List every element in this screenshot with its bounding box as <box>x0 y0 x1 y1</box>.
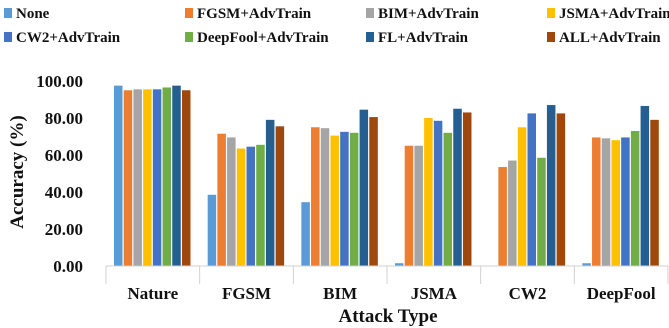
legend-label-1: FGSM+AdvTrain <box>197 6 312 22</box>
bar-jsma-7 <box>462 112 472 266</box>
legend-swatch-5 <box>185 32 193 42</box>
y-tick-label: 20.00 <box>45 220 83 239</box>
bar-fgsm-1 <box>217 133 226 266</box>
legend-swatch-7 <box>547 32 555 42</box>
legend-swatch-6 <box>366 32 374 42</box>
bar-nature-5 <box>162 87 172 266</box>
bar-bim-2 <box>320 128 330 266</box>
legend-label-2: BIM+AdvTrain <box>378 6 479 22</box>
bar-nature-3 <box>143 89 152 266</box>
bar-jsma-0 <box>395 263 404 266</box>
bar-deepfool-7 <box>650 119 659 266</box>
bar-jsma-5 <box>443 132 453 266</box>
bar-nature-7 <box>181 90 191 266</box>
bar-bim-1 <box>311 127 320 266</box>
bar-cw2-5 <box>537 157 546 266</box>
legend-label-5: DeepFool+AdvTrain <box>197 30 329 46</box>
bar-fgsm-6 <box>265 119 275 266</box>
bar-jsma-6 <box>453 108 462 266</box>
bar-jsma-4 <box>433 120 443 266</box>
bar-cw2-3 <box>517 127 527 266</box>
legend-label-0: None <box>16 6 50 22</box>
bar-cw2-4 <box>527 113 537 267</box>
bar-cw2-6 <box>546 105 556 266</box>
y-axis-title: Accuracy (%) <box>7 115 28 228</box>
x-tick-label: Nature <box>127 284 178 303</box>
legend-label-6: FL+AdvTrain <box>378 30 469 46</box>
x-axis-title: Attack Type <box>338 306 437 327</box>
bar-deepfool-3 <box>611 140 620 266</box>
y-tick-label: 80.00 <box>45 109 83 128</box>
x-tick-label: JSMA <box>411 284 458 303</box>
x-tick-label: DeepFool <box>587 284 656 303</box>
bar-cw2-2 <box>508 160 517 266</box>
legend-swatch-2 <box>366 8 374 18</box>
bar-bim-0 <box>301 202 310 266</box>
bar-nature-4 <box>152 89 162 266</box>
bar-bim-6 <box>359 109 369 267</box>
bar-fgsm-4 <box>246 146 256 266</box>
bar-bim-4 <box>340 131 349 267</box>
bar-fgsm-0 <box>207 194 217 266</box>
bar-bim-7 <box>369 117 378 266</box>
bar-fgsm-7 <box>275 126 285 266</box>
y-tick-label: 40.00 <box>45 183 83 202</box>
bar-nature-2 <box>133 89 142 266</box>
x-axis: Nature FGSM BIM JSMA CW2 DeepFool <box>105 265 669 303</box>
y-tick-label: 0.00 <box>53 257 83 276</box>
legend-swatch-0 <box>4 8 12 18</box>
bar-jsma-3 <box>424 118 433 266</box>
bar-nature-6 <box>172 85 181 267</box>
bar-deepfool-0 <box>582 263 591 266</box>
legend-label-3: JSMA+AdvTrain <box>559 6 669 22</box>
y-axis: 0.00 20.00 40.00 60.00 80.00 100.00 <box>36 72 83 276</box>
bar-fgsm-2 <box>227 137 236 266</box>
x-tick-label: BIM <box>323 284 357 303</box>
legend-label-7: ALL+AdvTrain <box>559 30 661 46</box>
bar-nature-1 <box>123 90 133 266</box>
bar-deepfool-5 <box>630 130 640 266</box>
y-tick-label: 60.00 <box>45 146 83 165</box>
legend-swatch-4 <box>4 32 12 42</box>
y-tick-label: 100.00 <box>36 72 83 91</box>
bar-cw2-1 <box>498 167 507 266</box>
bar-fgsm-5 <box>256 144 265 266</box>
bar-deepfool-2 <box>601 138 611 266</box>
x-tick-label: CW2 <box>509 284 547 303</box>
bar-bim-5 <box>349 132 359 266</box>
bar-bim-3 <box>330 135 339 266</box>
bar-fgsm-3 <box>236 148 246 266</box>
bar-nature-0 <box>114 85 123 267</box>
legend-swatch-1 <box>185 8 193 18</box>
legend-label-4: CW2+AdvTrain <box>16 30 121 46</box>
bars <box>114 85 659 267</box>
bar-cw2-7 <box>556 113 566 267</box>
x-tick-label: FGSM <box>222 284 271 303</box>
bar-jsma-2 <box>414 145 423 266</box>
bar-deepfool-6 <box>640 105 650 266</box>
legend: None FGSM+AdvTrain BIM+AdvTrain JSMA+AdvTra… <box>4 6 669 46</box>
legend-swatch-3 <box>547 8 555 18</box>
bar-deepfool-4 <box>621 137 630 266</box>
bar-jsma-1 <box>404 145 414 266</box>
bar-deepfool-1 <box>592 137 601 266</box>
